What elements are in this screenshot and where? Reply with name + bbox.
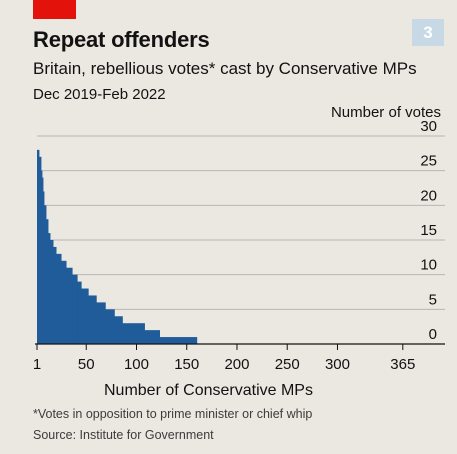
data-bar: [159, 337, 198, 344]
chart-number-badge: 3: [412, 19, 444, 46]
data-bar: [72, 274, 78, 344]
data-bar: [37, 149, 40, 344]
data-bar: [53, 246, 57, 344]
y-tick-label: 0: [429, 326, 437, 343]
gridlines: [37, 135, 445, 310]
brand-accent-bar: [33, 0, 76, 19]
data-bar: [50, 240, 54, 344]
data-bar: [122, 323, 145, 344]
data-bar: [105, 309, 115, 344]
data-bar: [48, 233, 51, 344]
data-bar: [96, 302, 106, 344]
data-bar: [44, 205, 47, 344]
data-bar: [88, 295, 97, 344]
x-tick-label: 50: [78, 356, 95, 373]
y-tick-label: 20: [420, 187, 437, 204]
y-tick-label: 5: [429, 291, 437, 308]
y-tick-label: 25: [420, 153, 437, 170]
chart-subtitle: Britain, rebellious votes* cast by Conse…: [33, 59, 417, 78]
x-axis-title: Number of Conservative MPs: [104, 382, 313, 399]
data-bar: [43, 191, 45, 344]
footnote: *Votes in opposition to prime minister o…: [33, 407, 313, 421]
data-bar: [66, 267, 73, 344]
x-tick-labels: 1 50 100 150 200 250 300 365: [33, 356, 415, 373]
chart-title: Repeat offenders: [33, 27, 210, 52]
data-bar: [56, 253, 62, 344]
y-tick-label: 30: [420, 118, 437, 135]
data-bar: [144, 330, 161, 344]
date-range: Dec 2019-Feb 2022: [33, 86, 166, 103]
data-bar: [114, 316, 123, 344]
data-series: [37, 149, 198, 344]
y-tick-label: 10: [420, 257, 437, 274]
y-axis-title: Number of votes: [330, 104, 441, 121]
x-tick-label: 250: [275, 356, 300, 373]
x-tick-label: 200: [224, 356, 249, 373]
x-axis: [35, 343, 445, 350]
y-tick-label: 15: [420, 222, 437, 239]
data-bar: [39, 156, 42, 344]
y-tick-labels: 30 25 20 15 10 5 0: [420, 118, 437, 343]
x-tick-label: 300: [325, 356, 350, 373]
data-bar: [46, 219, 49, 344]
data-bar: [81, 288, 89, 344]
x-tick-label: 365: [390, 356, 415, 373]
x-tick-label: 150: [174, 356, 199, 373]
data-bar: [61, 260, 67, 344]
data-bar: [42, 177, 44, 344]
x-tick-label: 100: [124, 356, 149, 373]
data-bar: [77, 281, 82, 344]
data-bar: [41, 170, 43, 344]
x-tick-label: 1: [33, 356, 41, 373]
source-note: Source: Institute for Government: [33, 428, 214, 442]
